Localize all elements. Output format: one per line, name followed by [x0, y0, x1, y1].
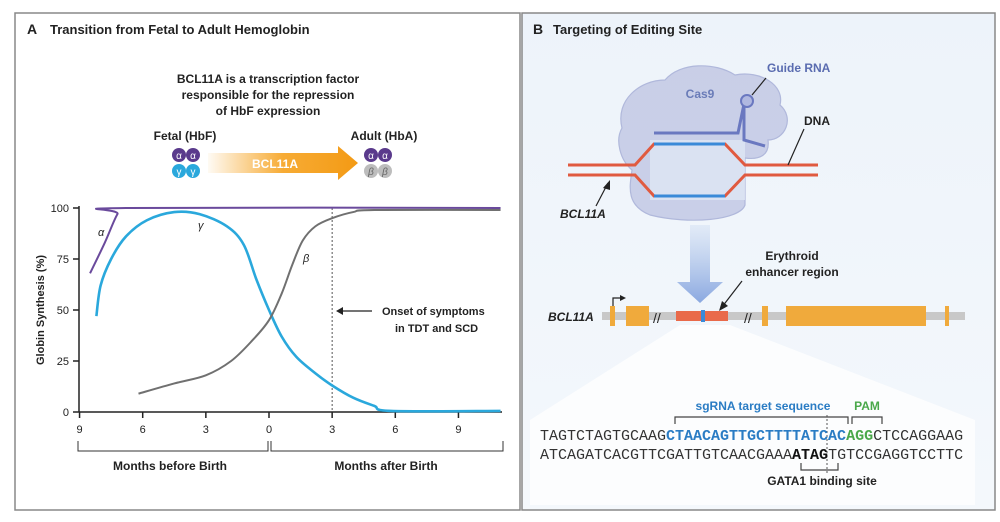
- guide-rna-label: Guide RNA: [767, 61, 831, 75]
- down-arrow: [677, 225, 723, 303]
- y-tick-label: 100: [51, 203, 69, 215]
- x-tick-label: 3: [329, 424, 335, 436]
- y-tick-label: 25: [57, 356, 69, 368]
- bcl11a-arrow-label: BCL11A: [252, 157, 298, 171]
- y-tick-label: 0: [63, 407, 69, 419]
- y-axis-label: Globin Synthesis (%): [35, 255, 47, 365]
- sequence-top: TAGTCTAGTGCAAGCTAACAGTTGCTTTTATCACAGGCTC…: [540, 428, 963, 445]
- panel-a-letter: A: [27, 21, 37, 37]
- dna-label: DNA: [804, 114, 830, 128]
- pam-label: PAM: [854, 399, 880, 413]
- cas9-label: Cas9: [686, 87, 715, 101]
- months-before-label: Months before Birth: [113, 459, 227, 473]
- gata1-bracket: [800, 463, 839, 471]
- panel-b-letter: B: [533, 21, 543, 37]
- subunit: α: [190, 151, 196, 162]
- break-icon: //: [653, 310, 661, 326]
- x-tick-label: 0: [266, 424, 272, 436]
- caption-line-1: BCL11A is a transcription factor: [177, 72, 360, 86]
- enhancer-label-1: Erythroid: [765, 249, 818, 263]
- pam-bracket: [851, 416, 883, 424]
- x-tick-label: 3: [203, 424, 209, 436]
- zoom-wedge: [530, 325, 975, 505]
- subunit: γ: [177, 167, 182, 178]
- break-icon: //: [744, 310, 752, 326]
- gata1-label: GATA1 binding site: [767, 474, 877, 488]
- time-brackets: Months before Birth Months after Birth: [77, 441, 504, 473]
- adult-label: Adult (HbA): [351, 129, 418, 143]
- x-tick-label: 9: [76, 424, 82, 436]
- y-tick-label: 75: [57, 254, 69, 266]
- x-tick-label: 6: [140, 424, 146, 436]
- gamma-curve: [95, 210, 501, 413]
- fetal-label: Fetal (HbF): [154, 129, 217, 143]
- bcl11a-top-label: BCL11A: [560, 207, 606, 221]
- gamma-label: γ: [198, 220, 205, 232]
- dna-strands: DNA BCL11A: [560, 114, 830, 221]
- bcl11a-arrow: BCL11A: [208, 146, 358, 180]
- sgrna-label: sgRNA target sequence: [696, 399, 831, 413]
- panel-a: A Transition from Fetal to Adult Hemoglo…: [14, 12, 521, 511]
- guide-rna: Guide RNA: [654, 61, 831, 148]
- onset-line-2: in TDT and SCD: [395, 323, 478, 335]
- caption-line-2: responsible for the repression: [182, 88, 355, 102]
- bcl11a-gene-label: BCL11A: [548, 310, 594, 324]
- subunit: γ: [191, 167, 196, 178]
- onset-annotation: Onset of symptoms in TDT and SCD: [336, 306, 485, 335]
- x-tick-label: 6: [392, 424, 398, 436]
- panel-b-title: Targeting of Editing Site: [553, 22, 702, 37]
- subunit: α: [176, 151, 182, 162]
- subunit: α: [382, 151, 388, 162]
- subunit: β: [367, 167, 374, 178]
- x-tick-label: 9: [455, 424, 461, 436]
- months-after-label: Months after Birth: [334, 459, 437, 473]
- adult-hemoglobin-icon: α α β β: [364, 148, 392, 178]
- sgrna-bracket: [674, 416, 849, 424]
- panel-b: B Targeting of Editing Site Cas9 Guide R…: [521, 12, 996, 511]
- sequence-bottom: ATCAGATCACGTTCGATTGTCAACGAAAATAGTGTCCGAG…: [540, 447, 963, 464]
- onset-line-1: Onset of symptoms: [382, 306, 485, 318]
- subunit: α: [368, 151, 374, 162]
- sequence-region: sgRNA target sequence PAM TAGTCTAGTGCAAG…: [540, 399, 963, 488]
- beta-label: β: [302, 253, 310, 265]
- subunit: β: [381, 167, 388, 178]
- bcl11a-gene-map: BCL11A // //: [548, 295, 965, 326]
- caption-line-3: of HbF expression: [216, 104, 321, 118]
- fetal-hemoglobin-icon: α α γ γ: [172, 148, 200, 178]
- globin-chart: Globin Synthesis (%) 0 25 50 75 100 9 6 3 0 3 6 9 α…: [35, 203, 504, 473]
- y-tick-label: 50: [57, 305, 69, 317]
- enhancer-label-2: enhancer region: [745, 265, 838, 279]
- alpha-curve: [89, 206, 501, 274]
- beta-curve: [138, 208, 501, 395]
- panel-a-title: Transition from Fetal to Adult Hemoglobi…: [50, 22, 310, 37]
- alpha-label: α: [98, 227, 105, 239]
